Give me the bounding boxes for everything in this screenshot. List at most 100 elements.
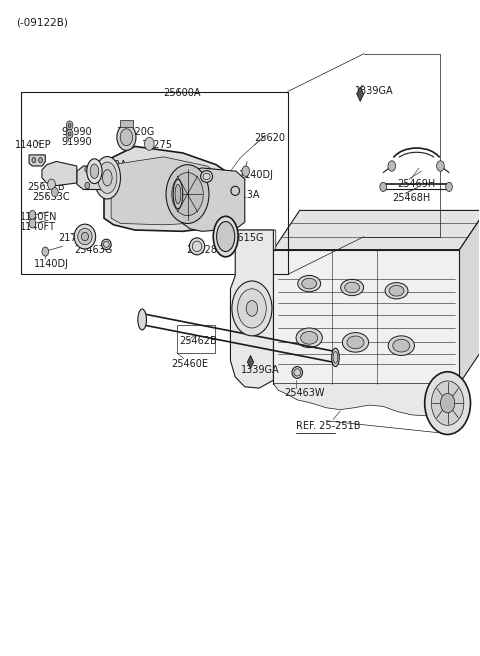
Ellipse shape [90, 164, 99, 178]
Ellipse shape [393, 339, 410, 352]
Text: 25500A: 25500A [90, 160, 127, 170]
Text: 25128A: 25128A [187, 245, 224, 255]
Bar [177, 325, 215, 353]
Text: REF. 25-251B: REF. 25-251B [296, 420, 361, 431]
Text: 25460E: 25460E [171, 359, 208, 369]
Polygon shape [274, 211, 480, 250]
Ellipse shape [389, 285, 404, 296]
Text: 1339GA: 1339GA [241, 365, 280, 375]
Text: 25463W: 25463W [284, 388, 324, 398]
Ellipse shape [102, 239, 111, 250]
Polygon shape [183, 168, 245, 232]
Circle shape [68, 132, 71, 136]
Text: 25633C: 25633C [33, 192, 70, 202]
Circle shape [432, 381, 464, 425]
Ellipse shape [341, 279, 364, 296]
Text: 1140FT: 1140FT [20, 222, 55, 232]
Polygon shape [42, 161, 77, 186]
Text: 25600A: 25600A [164, 88, 201, 98]
Text: 91990: 91990 [61, 136, 92, 146]
Bar [120, 120, 133, 127]
Ellipse shape [296, 328, 323, 348]
Text: 25468H: 25468H [393, 194, 431, 203]
Circle shape [51, 188, 58, 197]
Ellipse shape [138, 309, 146, 330]
Text: 25463G: 25463G [74, 245, 112, 255]
Circle shape [120, 129, 132, 146]
Polygon shape [29, 155, 45, 166]
Ellipse shape [74, 224, 96, 249]
Text: 25462B: 25462B [179, 336, 216, 346]
Circle shape [144, 137, 154, 150]
Polygon shape [459, 211, 480, 384]
Polygon shape [274, 250, 459, 384]
Ellipse shape [298, 276, 321, 292]
Circle shape [246, 300, 258, 316]
Ellipse shape [94, 157, 120, 199]
Ellipse shape [292, 367, 302, 379]
Text: 25469H: 25469H [397, 179, 436, 189]
Text: 1140FN: 1140FN [20, 212, 57, 222]
Text: (-09122B): (-09122B) [16, 18, 68, 28]
Polygon shape [247, 356, 253, 369]
Polygon shape [274, 384, 459, 416]
Text: 1339GA: 1339GA [355, 87, 393, 96]
Circle shape [425, 372, 470, 434]
Ellipse shape [190, 238, 204, 255]
Text: 91990: 91990 [61, 127, 92, 137]
Text: 39275: 39275 [141, 140, 172, 150]
Ellipse shape [385, 283, 408, 299]
Text: 21713A: 21713A [222, 190, 259, 199]
Ellipse shape [345, 282, 360, 293]
Polygon shape [111, 157, 227, 225]
Circle shape [32, 157, 36, 163]
Text: 25620: 25620 [254, 133, 285, 144]
Text: 1140EP: 1140EP [15, 140, 51, 150]
Polygon shape [221, 230, 276, 250]
Circle shape [38, 157, 42, 163]
Text: 25463G: 25463G [184, 170, 222, 180]
Circle shape [441, 394, 455, 413]
Ellipse shape [103, 170, 112, 186]
Ellipse shape [342, 333, 369, 352]
Ellipse shape [173, 179, 183, 209]
Circle shape [68, 123, 71, 127]
Circle shape [172, 173, 203, 216]
Circle shape [166, 165, 209, 224]
Circle shape [42, 247, 48, 256]
Polygon shape [104, 146, 236, 232]
Circle shape [85, 166, 90, 173]
Circle shape [29, 219, 36, 228]
Ellipse shape [388, 336, 414, 356]
Circle shape [242, 166, 250, 176]
Circle shape [117, 124, 136, 150]
Ellipse shape [87, 159, 102, 184]
Circle shape [66, 129, 73, 138]
Ellipse shape [201, 171, 213, 182]
Text: 25631B: 25631B [28, 182, 65, 192]
Circle shape [388, 161, 396, 171]
Polygon shape [357, 87, 364, 101]
Circle shape [66, 121, 73, 130]
Ellipse shape [175, 184, 181, 204]
Polygon shape [77, 166, 102, 190]
Ellipse shape [302, 278, 317, 289]
Circle shape [232, 281, 272, 336]
Ellipse shape [81, 232, 88, 241]
Ellipse shape [333, 352, 338, 363]
Circle shape [380, 182, 386, 192]
Ellipse shape [332, 348, 339, 367]
Text: 39220G: 39220G [116, 127, 154, 137]
Polygon shape [230, 230, 274, 388]
Circle shape [446, 182, 452, 192]
Circle shape [48, 179, 55, 190]
Circle shape [29, 211, 36, 220]
Ellipse shape [231, 186, 240, 195]
Ellipse shape [213, 216, 238, 256]
Ellipse shape [78, 228, 92, 245]
Ellipse shape [300, 331, 318, 344]
Circle shape [437, 161, 444, 171]
Circle shape [238, 289, 266, 328]
Ellipse shape [347, 336, 364, 349]
Text: 21713A: 21713A [59, 234, 96, 243]
